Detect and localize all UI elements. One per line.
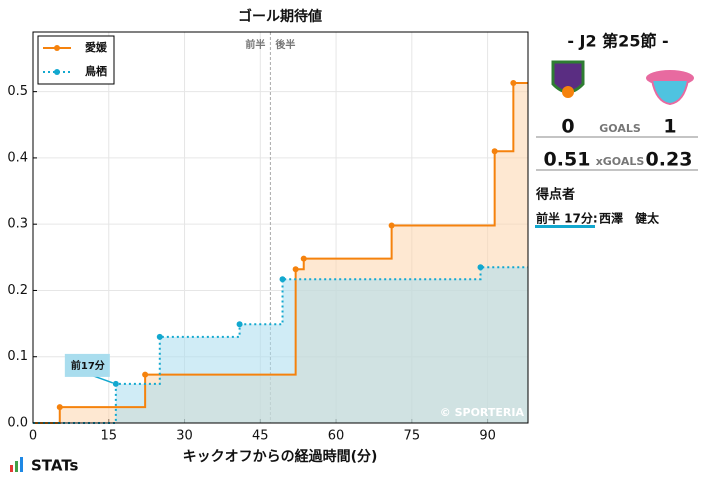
point bbox=[510, 80, 517, 87]
brand: STATs bbox=[31, 457, 79, 475]
y-tick-label: 0.0 bbox=[7, 416, 28, 431]
watermark: © SPORTERIA bbox=[440, 406, 525, 419]
area bbox=[33, 267, 528, 423]
scorer-underline bbox=[535, 225, 595, 228]
xg-label: xGOALS bbox=[596, 155, 645, 168]
scorer-player: 西澤 健太 bbox=[599, 211, 660, 226]
away-xg: 0.23 bbox=[646, 149, 693, 171]
away-goals: 1 bbox=[663, 116, 676, 138]
point bbox=[236, 321, 243, 328]
point bbox=[112, 380, 119, 387]
point bbox=[388, 222, 395, 229]
half-label: 後半 bbox=[275, 38, 295, 51]
legend-marker bbox=[54, 45, 60, 51]
x-tick-label: 45 bbox=[252, 429, 269, 444]
point bbox=[142, 371, 149, 378]
annotation: 前17分 bbox=[71, 359, 105, 372]
x-tick-label: 15 bbox=[100, 429, 117, 444]
y-tick-label: 0.5 bbox=[7, 84, 28, 99]
point bbox=[491, 148, 498, 155]
plot-frame bbox=[32, 31, 529, 424]
scorer-time: 前半 17分: bbox=[536, 211, 598, 226]
home-xg: 0.51 bbox=[544, 149, 591, 171]
home-goals: 0 bbox=[561, 116, 574, 138]
annotation-box bbox=[64, 353, 110, 377]
legend-box bbox=[37, 35, 115, 85]
goals-label: GOALS bbox=[599, 122, 641, 135]
brand-icon bbox=[10, 457, 23, 472]
y-tick-label: 0.3 bbox=[7, 217, 28, 232]
away-crest bbox=[646, 70, 694, 106]
point bbox=[156, 333, 163, 340]
match-title: - J2 第25節 - bbox=[567, 32, 668, 51]
x-tick-label: 90 bbox=[479, 429, 496, 444]
point bbox=[477, 264, 484, 271]
x-tick-label: 60 bbox=[328, 429, 345, 444]
point bbox=[56, 404, 63, 411]
x-axis-label: キックオフからの経過時間(分) bbox=[183, 448, 378, 465]
x-tick-label: 30 bbox=[176, 429, 193, 444]
half-label: 前半 bbox=[245, 38, 265, 51]
scorers-label: 得点者 bbox=[535, 187, 575, 203]
y-tick-label: 0.2 bbox=[7, 283, 28, 298]
x-tick-label: 0 bbox=[29, 429, 37, 444]
line bbox=[33, 82, 528, 424]
y-tick-label: 0.4 bbox=[7, 150, 28, 165]
x-tick-label: 75 bbox=[404, 429, 421, 444]
y-tick-label: 0.1 bbox=[7, 349, 28, 364]
line bbox=[33, 266, 528, 424]
home-crest bbox=[551, 60, 585, 98]
point bbox=[292, 266, 299, 273]
legend-label: 鳥栖 bbox=[85, 64, 107, 78]
point bbox=[300, 255, 307, 262]
legend-marker bbox=[54, 69, 60, 75]
point bbox=[279, 276, 286, 283]
chart-title: ゴール期待値 bbox=[238, 8, 322, 25]
legend-label: 愛媛 bbox=[85, 40, 108, 54]
